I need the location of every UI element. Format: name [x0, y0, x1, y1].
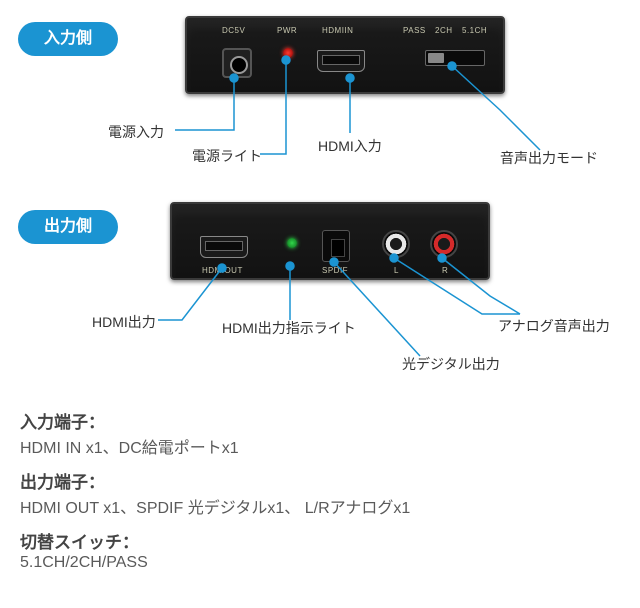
spec-switch-heading: 切替スイッチ：: [20, 533, 139, 552]
spec-output-heading: 出力端子：: [20, 473, 105, 492]
port-label-pwr: PWR: [277, 26, 297, 35]
callout-power-light: 電源ライト: [192, 146, 262, 166]
hdmi-out-port: [200, 236, 248, 258]
input-side-badge: 入力側: [18, 22, 118, 56]
dc-power-jack: [222, 48, 252, 78]
hdmi-in-port: [317, 50, 365, 72]
rca-l-port: [382, 230, 410, 258]
callout-hdmi-in: HDMI入力: [318, 136, 382, 156]
port-label-l: L: [394, 266, 399, 275]
audio-mode-switch: [425, 50, 485, 66]
callout-hdmi-out-light: HDMI出力指示ライト: [222, 318, 356, 338]
port-label-2ch: 2CH: [435, 26, 453, 35]
power-led-icon: [283, 48, 293, 58]
callout-optical-out: 光デジタル出力: [402, 354, 500, 374]
spec-output-value: HDMI OUT x1、SPDIF 光デジタルx1、 L/Rアナログx1: [20, 500, 410, 517]
port-label-pass: PASS: [403, 26, 426, 35]
callout-audio-mode: 音声出力モード: [500, 148, 598, 168]
port-label-51ch: 5.1CH: [462, 26, 487, 35]
output-side-badge: 出力側: [18, 210, 118, 244]
spec-input-heading: 入力端子：: [20, 413, 105, 432]
port-label-spdif: SPDIF: [322, 266, 348, 275]
hdmi-out-led-icon: [287, 238, 297, 248]
port-label-hdmiout: HDMIOUT: [202, 266, 243, 275]
callout-hdmi-out: HDMI出力: [92, 312, 156, 332]
spec-input-value: HDMI IN x1、DC給電ポートx1: [20, 440, 239, 457]
callout-analog-audio: アナログ音声出力: [498, 316, 610, 336]
callout-power-in: 電源入力: [108, 122, 164, 142]
port-label-hdmiin: HDMIIN: [322, 26, 353, 35]
device-output-side: HDMIOUT SPDIF L R: [170, 202, 490, 280]
port-label-r: R: [442, 266, 448, 275]
spec-switch-value: 5.1CH/2CH/PASS: [20, 554, 148, 571]
port-label-dc5v: DC5V: [222, 26, 245, 35]
spdif-optical-port: [322, 230, 350, 262]
rca-r-port: [430, 230, 458, 258]
device-input-side: DC5V PWR HDMIIN PASS 2CH 5.1CH: [185, 16, 505, 94]
